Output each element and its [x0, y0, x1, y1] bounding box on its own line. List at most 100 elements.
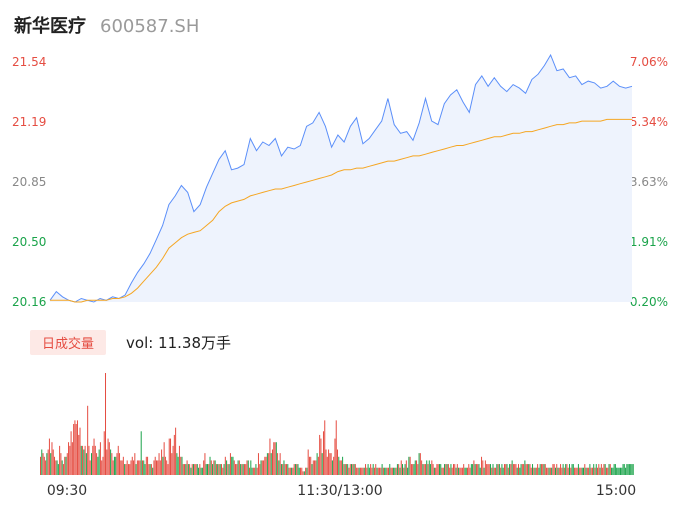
volume-bar — [321, 453, 323, 475]
volume-bar — [441, 467, 443, 475]
volume-bar — [520, 464, 522, 475]
volume-bar — [141, 460, 143, 475]
volume-bar — [226, 460, 228, 475]
volume-bar — [223, 464, 225, 475]
volume-bar — [576, 467, 578, 475]
volume-bar — [224, 456, 226, 475]
volume-bar — [138, 460, 140, 475]
volume-bar — [298, 467, 300, 475]
volume-bar — [103, 431, 105, 475]
volume-bar — [421, 460, 423, 475]
volume-bar — [356, 467, 358, 475]
volume-bar — [227, 464, 229, 475]
volume-bar — [316, 453, 318, 475]
volume-bar — [418, 453, 420, 475]
pct-tick-label: 7.06% — [630, 55, 668, 69]
volume-bar — [145, 456, 147, 475]
volume-bar — [560, 464, 562, 475]
volume-bar — [192, 464, 194, 475]
volume-bar — [314, 460, 316, 475]
volume-bar — [371, 467, 373, 475]
volume-bar — [134, 453, 136, 475]
volume-bar — [379, 467, 381, 475]
volume-bar — [557, 467, 559, 475]
volume-bar — [196, 464, 198, 475]
volume-bar — [149, 464, 151, 475]
volume-bar — [572, 464, 574, 475]
volume-bar — [158, 453, 160, 475]
volume-bar — [167, 464, 169, 475]
volume-bar — [433, 467, 435, 475]
volume-bar — [486, 464, 488, 475]
volume-bar — [590, 467, 592, 475]
volume-bar — [61, 460, 63, 475]
volume-bar — [487, 464, 489, 475]
volume-bar — [181, 456, 183, 475]
volume-bar — [90, 453, 92, 475]
volume-bar — [260, 460, 262, 475]
volume-bar — [117, 445, 119, 475]
volume-bar — [539, 464, 541, 475]
volume-bar — [255, 464, 257, 475]
volume-bar — [460, 467, 462, 475]
price-tick-label: 21.19 — [12, 115, 46, 129]
volume-bar — [516, 467, 518, 475]
volume-bar — [372, 464, 374, 475]
volume-bar — [273, 442, 275, 475]
volume-bar — [84, 445, 86, 475]
volume-bar — [328, 449, 330, 475]
volume-bar — [148, 464, 150, 475]
volume-bar — [289, 467, 291, 475]
volume-bar — [525, 464, 527, 475]
volume-bar — [246, 460, 248, 475]
volume-bar — [368, 467, 370, 475]
pct-tick-label: 5.34% — [630, 115, 668, 129]
volume-bar — [454, 464, 456, 475]
volume-bar — [217, 464, 219, 475]
volume-bar — [598, 464, 600, 475]
volume-bar — [191, 464, 193, 475]
volume-bar — [110, 449, 112, 475]
volume-bar — [387, 467, 389, 475]
volume-bar — [92, 445, 94, 475]
volume-bar — [348, 467, 350, 475]
volume-bar — [322, 431, 324, 475]
volume-bar — [75, 424, 77, 475]
volume-bar — [294, 464, 296, 475]
volume-bar — [228, 464, 230, 475]
volume-bar — [282, 464, 284, 475]
volume-bar — [603, 464, 605, 475]
volume-bar — [320, 438, 322, 475]
volume-bar — [524, 460, 526, 475]
volume-bar — [465, 467, 467, 475]
volume-bar — [265, 456, 267, 475]
chart-header: 新华医疗 600587.SH — [14, 12, 199, 40]
volume-bar — [553, 464, 555, 475]
volume-bar — [484, 460, 486, 475]
volume-bar — [317, 456, 319, 475]
volume-bar — [54, 456, 56, 475]
volume-bar — [111, 453, 113, 475]
volume-bar — [52, 449, 54, 475]
volume-bar — [343, 464, 345, 475]
pct-tick-label: 3.63% — [630, 175, 668, 189]
volume-bar — [447, 464, 449, 475]
volume-bar — [291, 467, 293, 475]
volume-bar — [588, 467, 590, 475]
volume-bar — [482, 460, 484, 475]
price-tick-label: 20.85 — [12, 175, 46, 189]
volume-bar — [261, 460, 263, 475]
volume-bar — [173, 434, 175, 475]
volume-bar — [115, 456, 117, 475]
volume-bar — [48, 438, 50, 475]
volume-bar — [120, 460, 122, 475]
volume-bar — [394, 467, 396, 475]
price-area-fill — [50, 55, 632, 302]
volume-bar — [389, 464, 391, 475]
volume-bar — [468, 464, 470, 475]
volume-bar — [450, 464, 452, 475]
volume-bar — [292, 467, 294, 475]
volume-bar — [68, 442, 70, 475]
volume-bar — [219, 464, 221, 475]
volume-bar — [135, 464, 137, 475]
